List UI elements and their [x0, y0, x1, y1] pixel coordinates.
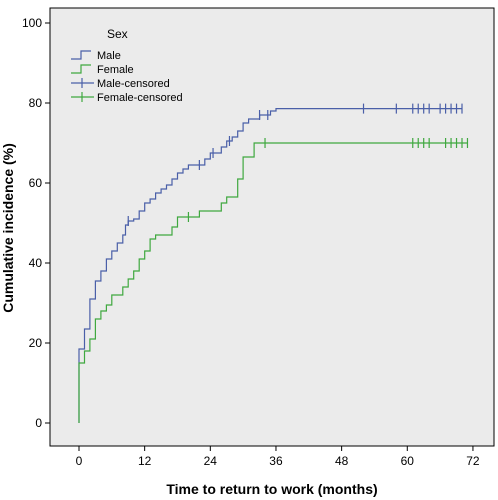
x-axis: 0 12 24 36 48 60 72 [76, 446, 480, 468]
series-line-female [78, 142, 468, 423]
x-tick-label: 24 [204, 454, 218, 468]
x-tick-label: 48 [335, 454, 349, 468]
legend-item-male-censored: Male-censored [71, 78, 170, 90]
legend-label: Male-censored [97, 78, 170, 90]
plot-background [50, 8, 494, 446]
y-tick-label: 20 [29, 336, 43, 350]
y-tick-label: 100 [22, 16, 42, 30]
legend-label: Female-censored [97, 92, 183, 104]
curves-layer [78, 103, 469, 423]
x-tick-label: 36 [269, 454, 283, 468]
y-tick-label: 80 [29, 96, 43, 110]
legend-item-female: Female [71, 64, 134, 76]
legend: Sex Male Female Male-censored Female-censor… [71, 27, 183, 104]
legend-swatch-step [71, 50, 91, 60]
y-tick-label: 40 [29, 256, 43, 270]
legend-title: Sex [107, 27, 128, 41]
legend-label: Male [97, 50, 121, 62]
y-tick-label: 60 [29, 176, 43, 190]
y-axis-title: Cumulative incidence (%) [0, 143, 16, 313]
legend-swatch-step [71, 64, 91, 74]
x-tick-label: 60 [401, 454, 415, 468]
x-axis-title: Time to return to work (months) [166, 481, 377, 497]
legend-item-male: Male [71, 50, 121, 62]
series-line-male [78, 107, 462, 423]
y-axis: 0 20 40 60 80 100 [22, 16, 50, 430]
plot-frame [49, 7, 495, 447]
legend-item-female-censored: Female-censored [71, 92, 183, 104]
legend-label: Female [97, 64, 134, 76]
y-tick-label: 0 [35, 416, 42, 430]
x-tick-label: 0 [76, 454, 83, 468]
x-tick-label: 12 [138, 454, 152, 468]
x-tick-label: 72 [466, 454, 480, 468]
